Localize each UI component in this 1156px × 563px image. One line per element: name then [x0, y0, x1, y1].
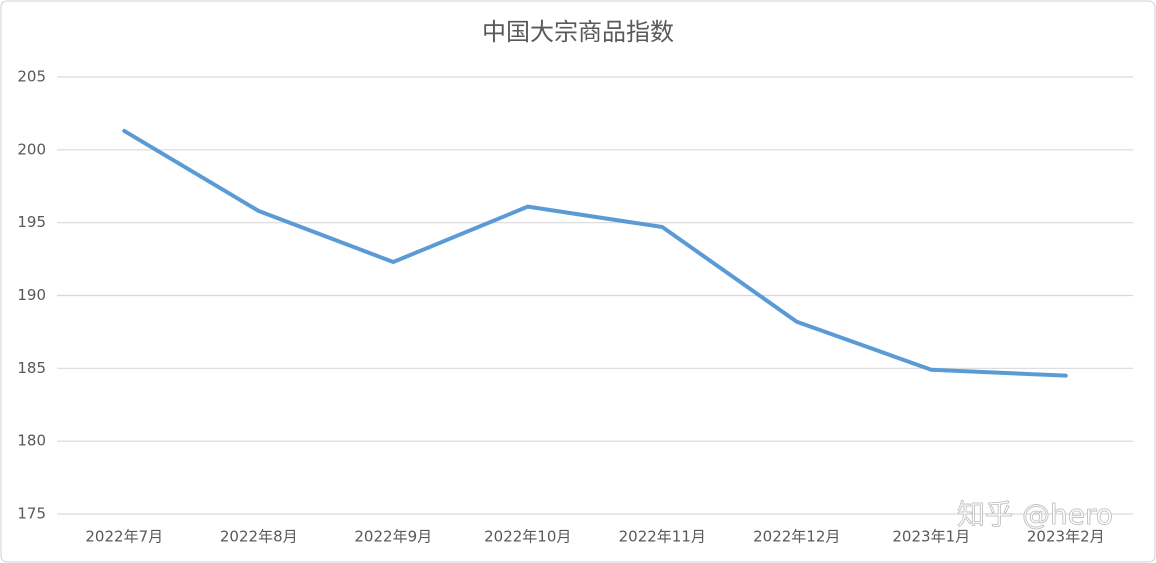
y-tick-label: 200 [17, 140, 46, 158]
y-tick-label: 205 [17, 68, 46, 86]
y-tick-label: 190 [17, 286, 46, 304]
x-tick-label: 2022年8月 [220, 528, 298, 546]
x-tick-label: 2022年11月 [619, 528, 706, 546]
x-tick-label: 2023年1月 [892, 528, 970, 546]
y-tick-label: 180 [17, 432, 46, 450]
watermark: 知乎 @hero [957, 498, 1113, 531]
data-line [122, 128, 1068, 378]
y-tick-label: 185 [17, 359, 46, 377]
y-tick-label: 175 [17, 505, 46, 523]
x-tick-label: 2022年9月 [354, 528, 432, 546]
y-tick-label: 195 [17, 213, 46, 231]
x-tick-label: 2022年12月 [753, 528, 840, 546]
chart-title: 中国大宗商品指数 [482, 18, 674, 46]
x-tick-label: 2023年2月 [1027, 528, 1105, 546]
x-tick-label: 2022年10月 [484, 528, 571, 546]
x-tick-label: 2022年7月 [85, 528, 163, 546]
